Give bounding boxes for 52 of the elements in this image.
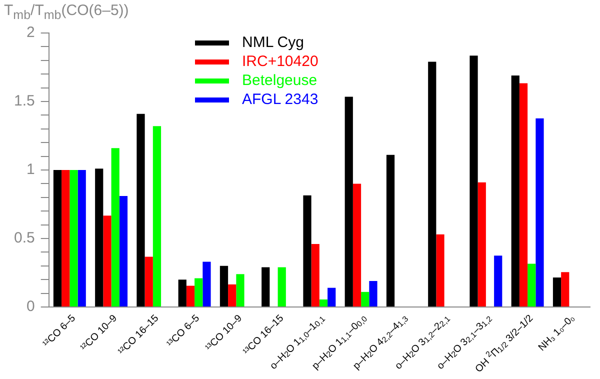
bar [152, 126, 162, 306]
bar [303, 195, 312, 306]
bar [352, 184, 362, 306]
legend-label: AFGL 2343 [242, 91, 318, 108]
bar [319, 299, 328, 306]
bar [278, 267, 286, 306]
y-tick-label: 0 [26, 298, 35, 316]
bar [344, 96, 353, 306]
bar [95, 168, 104, 306]
bar [511, 75, 520, 306]
y-tick-label: 1 [26, 161, 35, 178]
bar [470, 56, 478, 306]
bar [144, 256, 153, 306]
bar [561, 272, 570, 306]
bar [202, 262, 211, 306]
bar [536, 118, 544, 306]
bar [519, 83, 528, 306]
x-tick-label: ¹³CO 6–5 [165, 313, 202, 350]
legend-label: IRC+10420 [242, 53, 318, 70]
y-tick-label: 0.5 [14, 230, 35, 247]
bar [111, 148, 120, 306]
bar [428, 62, 436, 306]
bar [228, 284, 236, 306]
bar [262, 267, 270, 306]
bar [119, 196, 128, 306]
bar [178, 280, 186, 306]
bar [528, 264, 536, 306]
bar [186, 286, 195, 306]
bar [78, 170, 86, 306]
y-axis-title: T$_{mb}$/T$_{mb}$(CO(6–5)) [4, 2, 129, 22]
bar [70, 170, 78, 306]
bar [53, 170, 62, 306]
bar [311, 244, 320, 306]
y-tick-label: 1.5 [14, 92, 35, 110]
bar [103, 216, 112, 306]
bar [361, 292, 370, 306]
legend-label: Betelgeuse [242, 72, 318, 90]
bar [194, 278, 203, 306]
bar [478, 182, 486, 306]
bar [220, 266, 228, 306]
bar [436, 234, 444, 306]
bar [494, 256, 502, 306]
bar [136, 114, 145, 306]
bar [236, 274, 244, 306]
legend-label: NML Cyg [242, 34, 304, 52]
y-tick-label: 2 [26, 24, 35, 42]
bar [369, 280, 378, 306]
bar [386, 154, 395, 306]
bar [328, 288, 336, 306]
x-tick-label: ¹²CO 6–5 [40, 313, 78, 350]
bar [552, 278, 562, 306]
bar [62, 170, 70, 306]
